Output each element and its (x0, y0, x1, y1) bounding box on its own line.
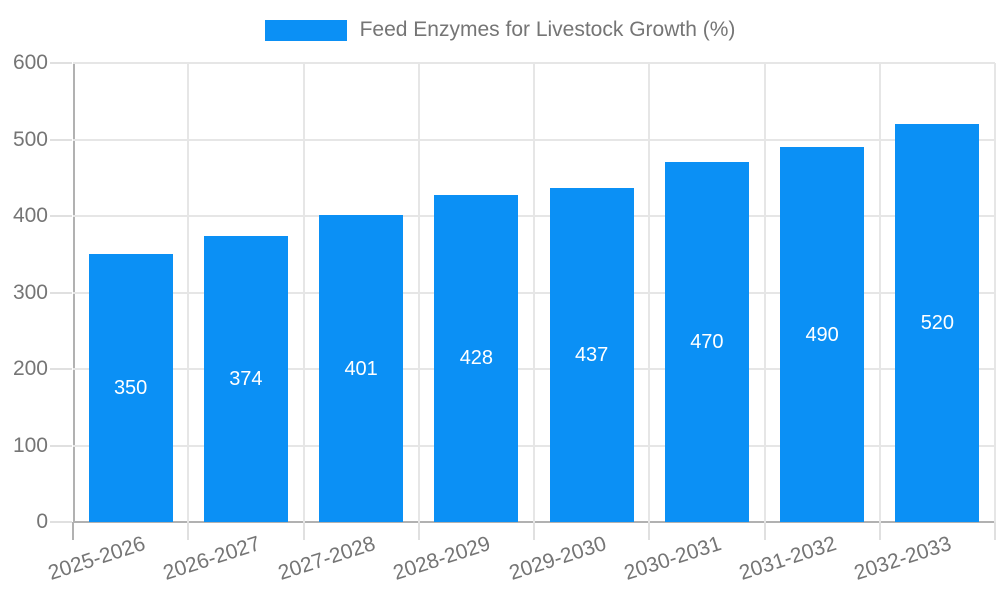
v-gridline (878, 63, 881, 522)
bar[interactable] (434, 194, 519, 522)
v-gridline (533, 63, 535, 522)
y-tick-mark (50, 368, 72, 370)
v-gridline (302, 63, 305, 522)
bar[interactable] (780, 147, 865, 522)
x-tick-mark (417, 522, 420, 540)
y-tick-mark (50, 521, 72, 523)
v-gridline (417, 63, 420, 522)
x-tick-mark (533, 522, 535, 540)
bar[interactable] (664, 162, 749, 522)
legend: Feed Enzymes for Livestock Growth (%) (0, 18, 1000, 42)
v-gridline (187, 63, 190, 522)
y-tick-mark (50, 62, 72, 64)
v-gridline (648, 63, 651, 522)
x-tick-mark (72, 522, 74, 540)
x-tick-mark (302, 522, 305, 540)
y-tick-label: 600 (12, 51, 48, 74)
y-tick-label: 500 (12, 127, 48, 151)
y-tick-mark (50, 291, 72, 294)
legend-label: Feed Enzymes for Livestock Growth (%) (359, 18, 736, 41)
y-tick-mark (50, 138, 72, 141)
y-tick-label: 0 (36, 510, 48, 533)
y-tick-label: 400 (12, 204, 48, 227)
v-gridline (994, 63, 996, 522)
x-tick-mark (763, 522, 766, 540)
x-tick-mark (878, 522, 881, 540)
y-tick-mark (50, 444, 72, 447)
bar[interactable] (549, 187, 634, 522)
y-tick-label: 300 (12, 280, 48, 304)
x-tick-mark (648, 522, 651, 540)
bar[interactable] (203, 235, 288, 522)
v-gridline (763, 63, 766, 522)
bar[interactable] (88, 254, 173, 522)
x-tick-mark (994, 522, 996, 540)
bar[interactable] (319, 215, 404, 522)
legend-swatch (264, 19, 347, 41)
bar[interactable] (895, 124, 980, 522)
y-tick-mark (50, 215, 72, 217)
x-tick-mark (187, 522, 190, 540)
y-tick-label: 200 (12, 357, 48, 380)
y-tick-label: 100 (12, 433, 48, 457)
plot-area: 350 374 401 428 437 470 490 520 (73, 62, 996, 523)
